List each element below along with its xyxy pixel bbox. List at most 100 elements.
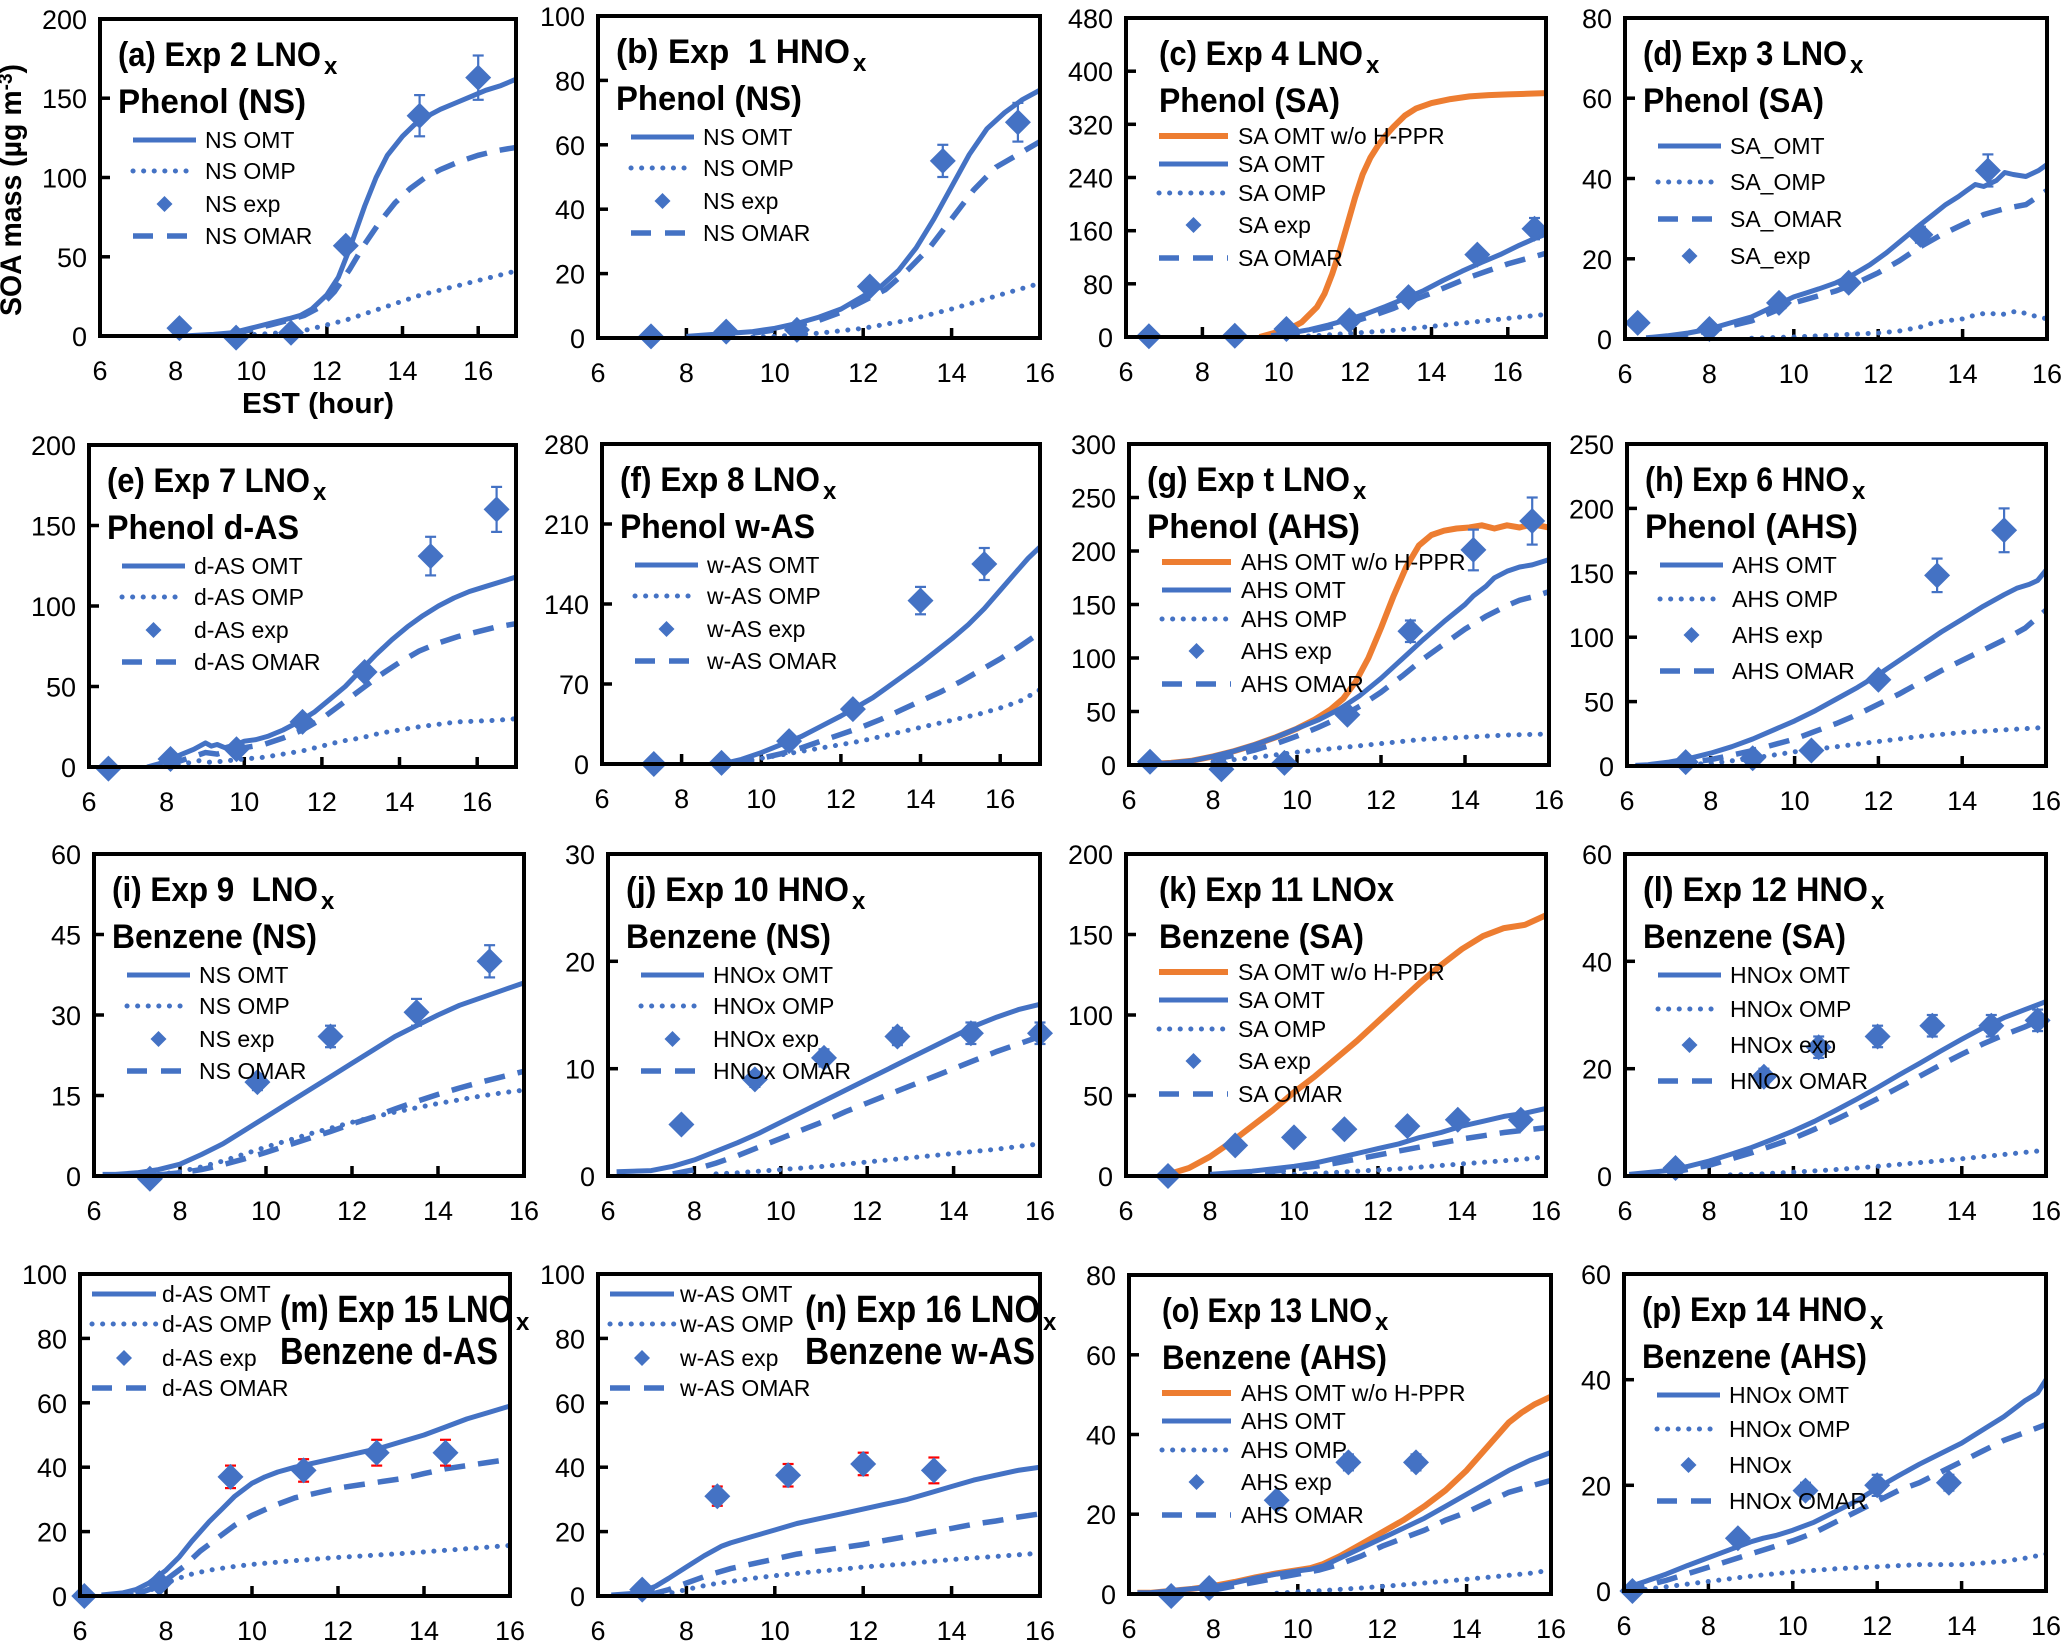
svg-text:AHS OMP: AHS OMP bbox=[1241, 606, 1347, 632]
svg-text:HNOx OMP: HNOx OMP bbox=[1730, 996, 1851, 1022]
svg-text:Phenol (SA): Phenol (SA) bbox=[1159, 82, 1340, 120]
svg-text:6: 6 bbox=[1616, 1611, 1631, 1641]
svg-text:w-AS OMAR: w-AS OMAR bbox=[706, 648, 837, 674]
svg-text:x: x bbox=[1375, 1309, 1389, 1336]
svg-text:16: 16 bbox=[1025, 1196, 1055, 1226]
svg-text:20: 20 bbox=[1582, 1055, 1612, 1085]
svg-text:SA OMP: SA OMP bbox=[1238, 1016, 1326, 1042]
svg-text:12: 12 bbox=[1367, 1614, 1397, 1644]
svg-text:SA OMT w/o H-PPR: SA OMT w/o H-PPR bbox=[1238, 123, 1445, 149]
svg-text:0: 0 bbox=[570, 1582, 585, 1612]
svg-text:x: x bbox=[823, 478, 837, 505]
svg-text:12: 12 bbox=[307, 787, 337, 817]
svg-text:20: 20 bbox=[1086, 1500, 1116, 1530]
svg-text:NS exp: NS exp bbox=[205, 191, 280, 217]
svg-text:150: 150 bbox=[31, 512, 76, 542]
svg-text:10: 10 bbox=[760, 1616, 790, 1646]
svg-text:6: 6 bbox=[594, 784, 609, 814]
svg-text:80: 80 bbox=[555, 66, 585, 96]
svg-text:AHS exp: AHS exp bbox=[1241, 638, 1332, 664]
svg-text:10: 10 bbox=[1279, 1196, 1309, 1226]
svg-text:NS OMT: NS OMT bbox=[703, 124, 792, 150]
svg-text:60: 60 bbox=[1582, 84, 1612, 114]
svg-text:d-AS exp: d-AS exp bbox=[162, 1345, 257, 1371]
svg-text:10: 10 bbox=[236, 356, 266, 386]
svg-text:AHS OMP: AHS OMP bbox=[1732, 586, 1838, 612]
svg-text:20: 20 bbox=[555, 260, 585, 290]
svg-text:x: x bbox=[852, 888, 866, 915]
svg-text:30: 30 bbox=[51, 1001, 81, 1031]
svg-text:HNOx exp: HNOx exp bbox=[1730, 1032, 1836, 1058]
svg-text:6: 6 bbox=[72, 1616, 87, 1646]
svg-text:20: 20 bbox=[1582, 245, 1612, 275]
svg-text:x: x bbox=[1043, 1309, 1057, 1336]
svg-text:100: 100 bbox=[1071, 644, 1116, 674]
svg-text:0: 0 bbox=[61, 753, 76, 783]
svg-text:SA_OMT: SA_OMT bbox=[1730, 133, 1825, 159]
svg-text:Benzene d-AS: Benzene d-AS bbox=[280, 1331, 498, 1373]
svg-text:10: 10 bbox=[760, 358, 790, 388]
svg-text:12: 12 bbox=[1863, 786, 1893, 816]
svg-text:0: 0 bbox=[580, 1162, 595, 1192]
svg-text:0: 0 bbox=[1101, 751, 1116, 781]
svg-text:SA OMP: SA OMP bbox=[1238, 180, 1326, 206]
svg-text:320: 320 bbox=[1068, 110, 1113, 140]
svg-text:14: 14 bbox=[937, 358, 967, 388]
svg-text:12: 12 bbox=[1340, 357, 1370, 387]
svg-text:8: 8 bbox=[674, 784, 689, 814]
svg-text:10: 10 bbox=[1780, 786, 1810, 816]
svg-text:SA exp: SA exp bbox=[1238, 212, 1311, 238]
svg-text:NS OMP: NS OMP bbox=[199, 993, 290, 1019]
svg-text:6: 6 bbox=[1118, 1196, 1133, 1226]
svg-text:AHS OMT: AHS OMT bbox=[1241, 1408, 1346, 1434]
svg-text:6: 6 bbox=[81, 787, 96, 817]
svg-text:12: 12 bbox=[1363, 1196, 1393, 1226]
svg-text:HNOx OMAR: HNOx OMAR bbox=[1729, 1488, 1867, 1514]
svg-text:(h) Exp 6 HNO: (h) Exp 6 HNO bbox=[1645, 461, 1849, 499]
svg-text:w-AS exp: w-AS exp bbox=[706, 616, 805, 642]
svg-text:NS OMAR: NS OMAR bbox=[205, 223, 312, 249]
svg-text:x: x bbox=[853, 50, 867, 77]
svg-text:240: 240 bbox=[1068, 164, 1113, 194]
svg-text:80: 80 bbox=[1083, 270, 1113, 300]
svg-text:16: 16 bbox=[463, 356, 493, 386]
svg-text:12: 12 bbox=[848, 358, 878, 388]
svg-text:16: 16 bbox=[1531, 1196, 1561, 1226]
svg-text:100: 100 bbox=[22, 1260, 67, 1290]
svg-text:80: 80 bbox=[37, 1324, 67, 1354]
svg-text:SA OMAR: SA OMAR bbox=[1238, 1081, 1343, 1107]
svg-text:14: 14 bbox=[409, 1616, 439, 1646]
svg-text:70: 70 bbox=[559, 670, 589, 700]
svg-text:14: 14 bbox=[384, 787, 414, 817]
svg-text:0: 0 bbox=[52, 1582, 67, 1612]
svg-text:40: 40 bbox=[1086, 1421, 1116, 1451]
svg-text:8: 8 bbox=[1703, 786, 1718, 816]
svg-text:(b) Exp 1 HNO: (b) Exp 1 HNO bbox=[616, 33, 850, 71]
svg-text:8: 8 bbox=[1205, 785, 1220, 815]
svg-text:0: 0 bbox=[1597, 325, 1612, 355]
svg-text:16: 16 bbox=[1536, 1614, 1566, 1644]
svg-text:10: 10 bbox=[1282, 785, 1312, 815]
svg-text:14: 14 bbox=[937, 1616, 967, 1646]
svg-text:Benzene (NS): Benzene (NS) bbox=[112, 918, 317, 956]
svg-text:16: 16 bbox=[2031, 1611, 2061, 1641]
svg-text:NS OMAR: NS OMAR bbox=[703, 220, 810, 246]
svg-text:NS OMP: NS OMP bbox=[703, 155, 794, 181]
svg-text:8: 8 bbox=[159, 787, 174, 817]
svg-text:8: 8 bbox=[679, 1616, 694, 1646]
svg-text:14: 14 bbox=[387, 356, 417, 386]
svg-text:20: 20 bbox=[37, 1518, 67, 1548]
svg-text:0: 0 bbox=[574, 750, 589, 780]
svg-text:6: 6 bbox=[1619, 786, 1634, 816]
svg-text:10: 10 bbox=[565, 1055, 595, 1085]
svg-text:14: 14 bbox=[423, 1196, 453, 1226]
svg-text:12: 12 bbox=[312, 356, 342, 386]
svg-text:6: 6 bbox=[92, 356, 107, 386]
svg-text:0: 0 bbox=[72, 322, 87, 352]
svg-text:HNOx OMAR: HNOx OMAR bbox=[1730, 1068, 1868, 1094]
svg-text:w-AS OMAR: w-AS OMAR bbox=[679, 1375, 810, 1401]
svg-text:Phenol (AHS): Phenol (AHS) bbox=[1645, 508, 1858, 546]
svg-text:6: 6 bbox=[1121, 785, 1136, 815]
svg-text:HNOx OMP: HNOx OMP bbox=[1729, 1416, 1850, 1442]
svg-text:Phenol w-AS: Phenol w-AS bbox=[620, 508, 815, 546]
